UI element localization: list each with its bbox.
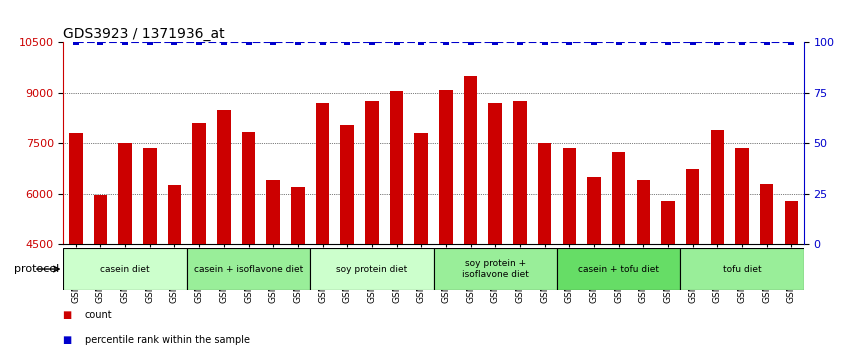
- Bar: [662, 200, 675, 354]
- Bar: [488, 103, 502, 354]
- Text: casein diet: casein diet: [101, 264, 150, 274]
- Bar: [538, 143, 552, 354]
- Text: count: count: [85, 310, 113, 320]
- Bar: [612, 152, 625, 354]
- Text: tofu diet: tofu diet: [722, 264, 761, 274]
- Bar: [118, 143, 132, 354]
- Text: soy protein +
isoflavone diet: soy protein + isoflavone diet: [462, 259, 529, 279]
- Bar: [735, 148, 749, 354]
- Bar: [557, 248, 680, 290]
- Bar: [464, 76, 477, 354]
- Bar: [187, 248, 310, 290]
- Text: GDS3923 / 1371936_at: GDS3923 / 1371936_at: [63, 28, 225, 41]
- Bar: [711, 130, 724, 354]
- Bar: [217, 110, 231, 354]
- Text: ■: ■: [63, 310, 76, 320]
- Bar: [242, 132, 255, 354]
- Bar: [439, 90, 453, 354]
- Bar: [680, 248, 804, 290]
- Bar: [69, 133, 83, 354]
- Bar: [291, 187, 305, 354]
- Bar: [168, 185, 181, 354]
- Bar: [563, 148, 576, 354]
- Bar: [390, 91, 404, 354]
- Text: ■: ■: [63, 335, 76, 345]
- Text: casein + isoflavone diet: casein + isoflavone diet: [194, 264, 303, 274]
- Text: percentile rank within the sample: percentile rank within the sample: [85, 335, 250, 345]
- Bar: [340, 125, 354, 354]
- Bar: [760, 184, 773, 354]
- Bar: [310, 248, 433, 290]
- Bar: [316, 103, 329, 354]
- Text: protocol: protocol: [14, 264, 59, 274]
- Bar: [266, 181, 280, 354]
- Bar: [636, 181, 650, 354]
- Bar: [433, 248, 557, 290]
- Bar: [587, 177, 601, 354]
- Bar: [192, 123, 206, 354]
- Bar: [94, 195, 107, 354]
- Bar: [143, 148, 157, 354]
- Bar: [63, 248, 187, 290]
- Bar: [365, 101, 379, 354]
- Text: soy protein diet: soy protein diet: [336, 264, 408, 274]
- Text: casein + tofu diet: casein + tofu diet: [578, 264, 659, 274]
- Bar: [784, 200, 798, 354]
- Bar: [415, 133, 428, 354]
- Bar: [686, 169, 700, 354]
- Bar: [514, 101, 527, 354]
